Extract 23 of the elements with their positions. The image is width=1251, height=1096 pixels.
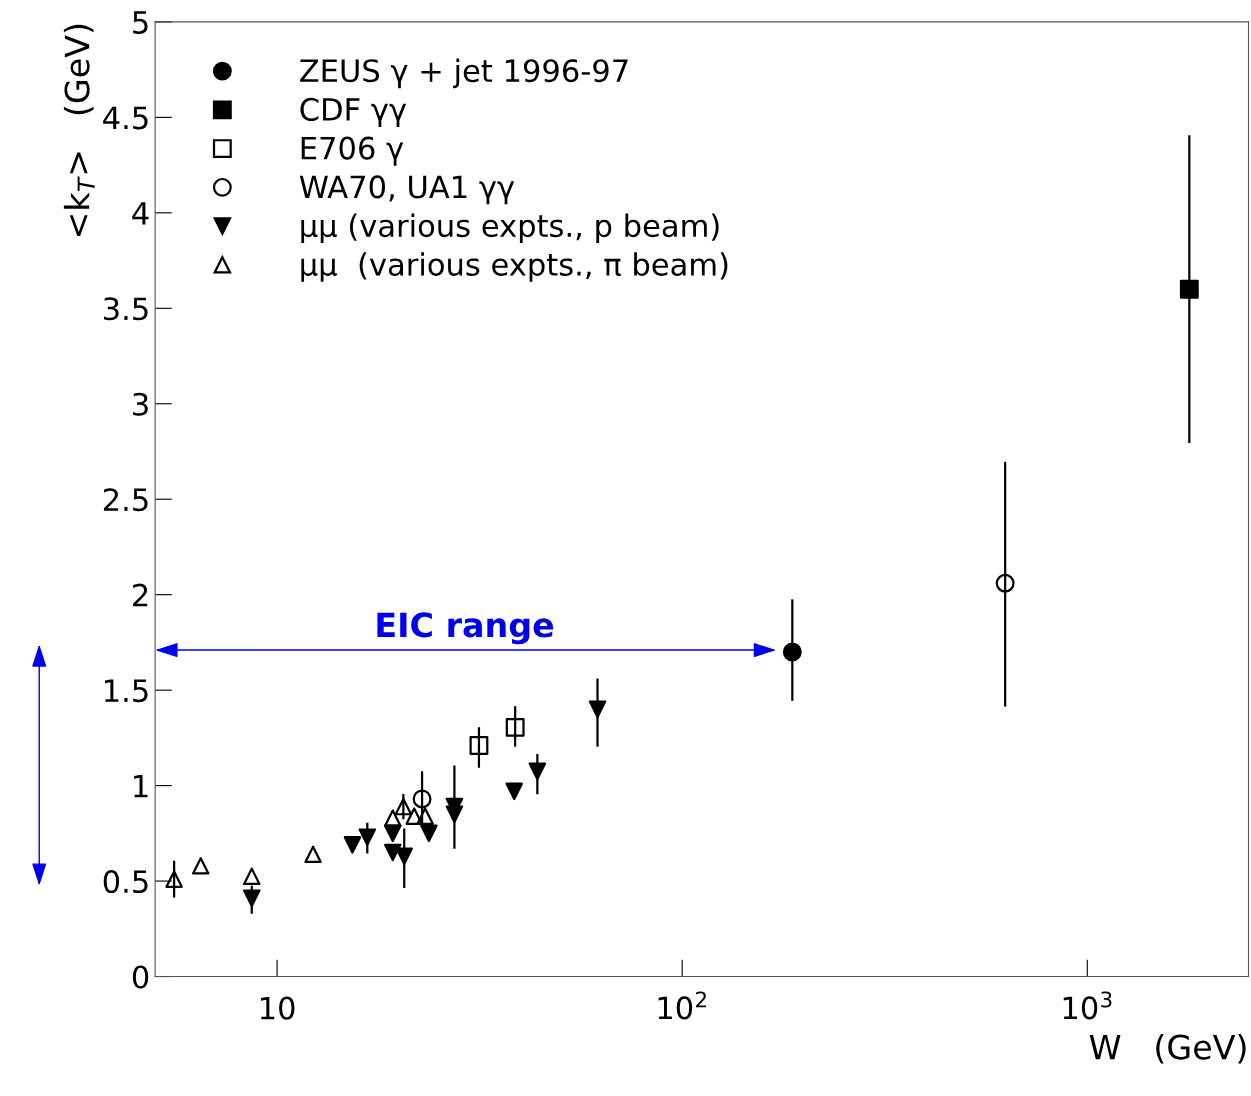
legend-label: μμ (various expts., p beam): [301, 213, 719, 244]
y-tick-label: 3.5: [104, 297, 148, 321]
y-tick-label: 2.5: [103, 488, 148, 512]
legend-label: μμ (various expts., π beam): [301, 252, 728, 282]
y-axis-title: <k$_{T}$> (GeV): [63, 24, 95, 237]
legend-label: WA70, UA1 γγ: [299, 175, 515, 205]
y-tick-label: 4: [132, 202, 149, 225]
y-tick-label: 1.5: [105, 679, 148, 703]
y-tick-label: 3: [133, 392, 148, 416]
x-tick-label: 10$^{3}$: [1063, 991, 1112, 1020]
y-tick-label: 4.5: [103, 106, 148, 130]
x-tick-label: 10$^{2}$: [658, 991, 706, 1020]
y-tick-label: 1: [134, 774, 148, 798]
legend-label: E706 γ: [301, 136, 404, 166]
y-tick-label: 2: [133, 583, 148, 607]
x-axis-title: W (GeV): [1089, 1033, 1246, 1064]
x-tick-label: 10: [260, 996, 295, 1020]
annotation: EIC range: [377, 612, 554, 645]
legend-label: ZEUS γ + jet 1996-97: [300, 58, 628, 89]
legend-label: CDF γγ: [300, 97, 407, 127]
y-tick-label: 0.5: [103, 870, 148, 894]
y-tick-label: 5: [133, 11, 148, 34]
y-tick-label: 0: [132, 965, 149, 989]
